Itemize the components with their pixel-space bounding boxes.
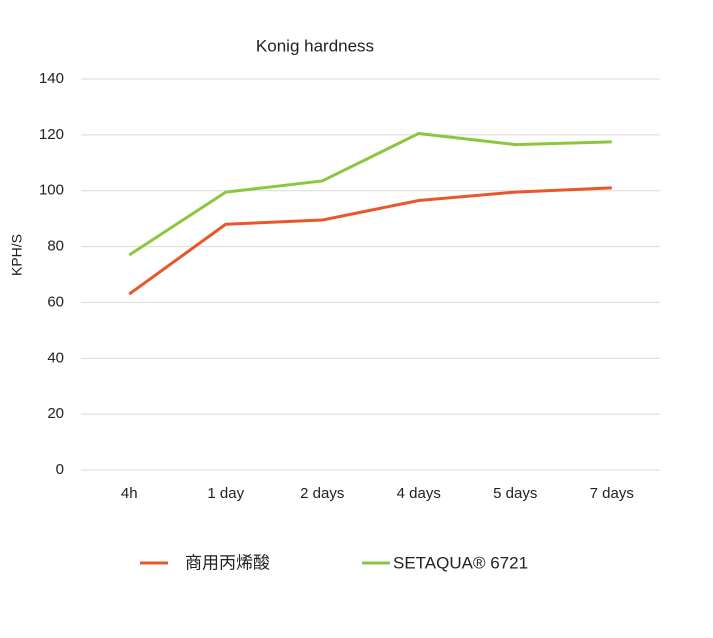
legend-label: 商用丙烯酸 — [185, 553, 270, 572]
x-tick-label: 2 days — [300, 485, 344, 502]
y-tick-label: 40 — [47, 349, 64, 366]
x-tick-label: 4 days — [397, 485, 441, 502]
y-tick-label: 100 — [39, 182, 64, 199]
series-line — [128, 131, 612, 257]
y-tick-label: 80 — [47, 238, 64, 255]
y-tick-label: 60 — [47, 293, 64, 310]
y-axis-label: KPH/S — [9, 234, 25, 276]
legend-label: SETAQUA® 6721 — [393, 553, 528, 572]
series-line — [128, 186, 612, 296]
x-tick-label: 1 day — [207, 485, 244, 502]
y-tick-label: 140 — [39, 70, 64, 87]
x-tick-label: 5 days — [493, 485, 537, 502]
y-tick-label: 0 — [56, 461, 64, 478]
chart-title: Konig hardness — [256, 36, 374, 55]
x-tick-label: 7 days — [590, 485, 634, 502]
y-tick-label: 120 — [39, 126, 64, 143]
x-tick-label: 4h — [121, 485, 138, 502]
y-tick-label: 20 — [47, 405, 64, 422]
